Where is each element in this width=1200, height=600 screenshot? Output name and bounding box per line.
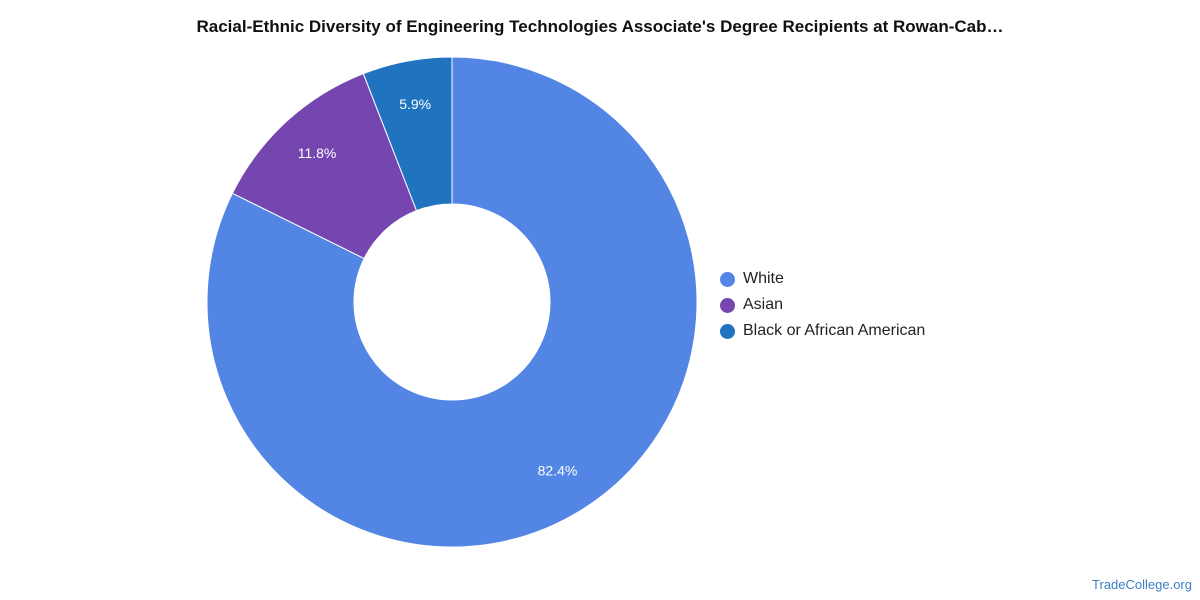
slice-label-white: 82.4% [538,463,578,479]
legend-label-asian: Asian [743,296,784,313]
legend-label-white: White [743,270,784,287]
chart-title: Racial-Ethnic Diversity of Engineering T… [196,17,1004,36]
legend-item-black-or-african-american[interactable]: Black or African American [720,318,925,344]
slice-asian[interactable] [231,72,418,260]
slice-label-black-or-african-american: 5.9% [399,96,431,112]
source-link[interactable]: TradeCollege.org [1092,577,1192,592]
legend-swatch-black-or-african-american [720,323,735,339]
chart-legend: White Asian Black or African American [720,266,925,344]
legend-item-white[interactable]: White [720,266,925,292]
slice-label-asian: 11.8% [298,145,337,161]
slice-white[interactable] [206,56,698,548]
legend-label-black-or-african-american: Black or African American [743,322,926,339]
legend-swatch-white [720,271,735,287]
slice-black-or-african-american[interactable] [362,56,453,212]
legend-item-asian[interactable]: Asian [720,292,925,318]
legend-swatch-asian [720,297,735,313]
